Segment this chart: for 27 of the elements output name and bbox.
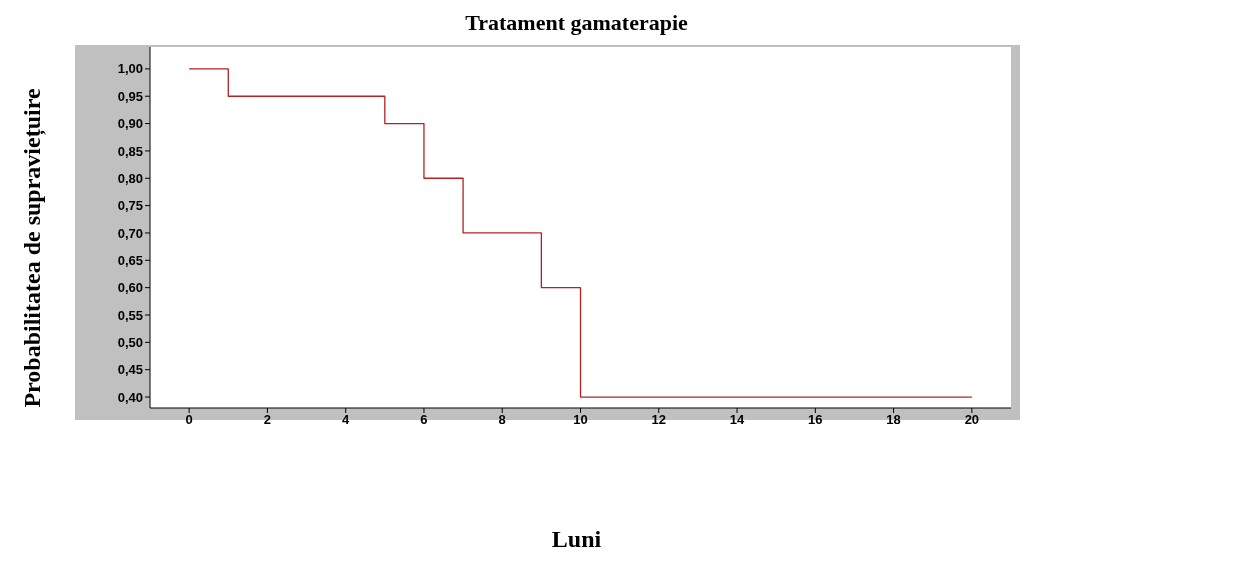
x-tick-label: 12	[651, 412, 667, 428]
x-tick-label: 20	[964, 412, 980, 428]
y-tick-label: 0,65	[117, 252, 143, 268]
y-tick-label: 0,70	[117, 225, 143, 241]
y-tick-label: 0,50	[117, 334, 143, 350]
y-tick-label: 0,60	[117, 280, 143, 296]
chart-title: Tratament gamaterapie	[464, 10, 689, 36]
y-axis-title: Probabilitatea de supraviețuire	[18, 88, 46, 408]
x-tick-label: 6	[420, 412, 428, 428]
y-tick-label: 0,85	[117, 143, 143, 159]
y-tick-label: 0,55	[117, 307, 143, 323]
x-tick-label: 14	[729, 412, 746, 428]
y-tick-label: 0,40	[117, 389, 143, 405]
y-tick-label: 0,75	[117, 198, 143, 214]
y-tick-label: 0,95	[117, 88, 143, 104]
x-axis-title: Luni	[550, 526, 603, 553]
x-tick-label: 4	[342, 412, 351, 428]
y-tick-label: 0,80	[117, 170, 143, 186]
x-tick-label: 10	[573, 412, 588, 428]
x-tick-label: 0	[185, 412, 193, 428]
x-tick-label: 2	[263, 412, 272, 428]
x-tick-label: 8	[498, 412, 506, 428]
y-tick-label: 0,45	[117, 362, 143, 378]
x-tick-label: 16	[808, 412, 823, 428]
y-tick-label: 0,90	[117, 116, 143, 132]
x-tick-label: 18	[886, 412, 901, 428]
y-tick-label: 1,00	[117, 61, 143, 77]
